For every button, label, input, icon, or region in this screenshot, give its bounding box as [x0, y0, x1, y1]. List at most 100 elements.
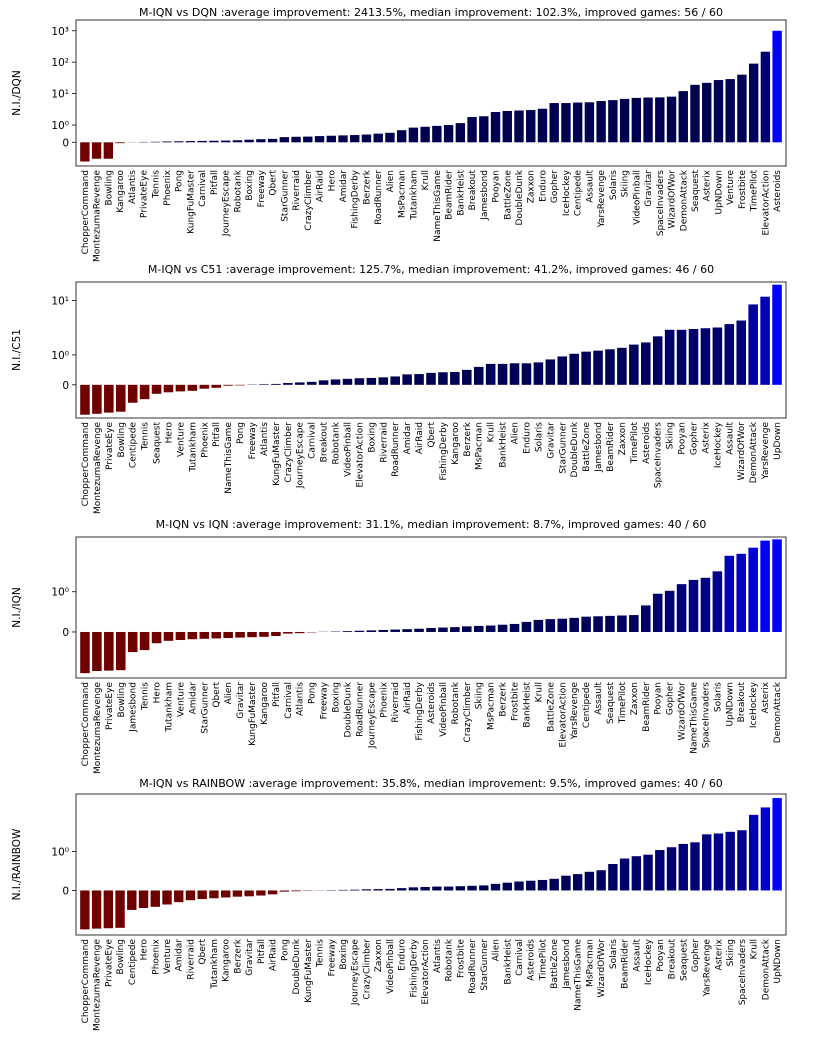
x-tick-label: Freeway	[257, 169, 267, 207]
x-tick-label: UpNDown	[714, 170, 724, 215]
bar	[545, 619, 556, 632]
bar	[462, 626, 472, 632]
x-tick-label: Venture	[176, 422, 186, 457]
bar	[572, 102, 583, 143]
bar	[467, 117, 477, 143]
bar	[420, 126, 430, 143]
bar	[748, 814, 759, 891]
bar	[220, 140, 231, 143]
bar	[408, 887, 419, 891]
bar	[561, 103, 571, 143]
bar	[92, 384, 102, 414]
bar	[138, 890, 149, 908]
x-tick-label: Amidar	[339, 170, 349, 203]
x-tick-label: DemonAttack	[749, 421, 759, 483]
x-tick-label: Zaxxon	[527, 170, 537, 203]
x-tick-label: Freeway	[248, 421, 258, 459]
x-tick-label: YarsRevenge	[570, 682, 580, 741]
x-tick-label: Pooyan	[656, 939, 666, 972]
x-tick-label: Breakout	[468, 170, 478, 211]
x-tick-label: Gravitar	[245, 939, 255, 976]
bar	[497, 624, 508, 632]
bar	[294, 631, 305, 634]
x-tick-label: BattleZone	[546, 682, 556, 732]
x-tick-label: YarsRevenge	[761, 422, 771, 481]
bar	[256, 890, 266, 896]
bar	[291, 136, 301, 143]
bar	[139, 384, 150, 400]
x-tick-label: Atlantis	[296, 682, 306, 716]
x-tick-label: MsPacman	[475, 422, 485, 470]
bar	[414, 628, 424, 632]
bar	[361, 134, 372, 143]
bar	[199, 384, 210, 389]
x-tick-label: MontezumaRevenge	[93, 682, 103, 774]
x-tick-label: Frostbite	[456, 939, 466, 978]
bar	[378, 377, 389, 385]
x-tick-label: Solaris	[609, 170, 619, 200]
bar	[162, 141, 172, 143]
x-tick-label: Pitfall	[210, 170, 220, 195]
x-tick-label: JourneyEscape	[351, 939, 361, 1007]
y-tick-label: 10³	[51, 26, 69, 38]
bar	[223, 631, 233, 639]
x-tick-label: Robotank	[332, 421, 342, 464]
x-tick-label: Bowling	[117, 682, 127, 717]
x-tick-label: Bowling	[104, 170, 114, 205]
x-tick-label: Venture	[176, 682, 186, 717]
bar	[760, 51, 771, 143]
x-tick-label: DemonAttack	[761, 938, 771, 1000]
x-tick-label: Freeway	[320, 681, 330, 719]
bar	[267, 890, 278, 895]
bar	[438, 372, 448, 385]
bar	[244, 890, 254, 897]
bar	[605, 615, 615, 632]
y-axis-label: N.I./IQN	[11, 587, 23, 627]
x-tick-label: Alien	[386, 170, 396, 192]
bar	[724, 555, 735, 632]
bar	[279, 890, 290, 892]
x-tick-label: ElevatorAction	[761, 170, 771, 236]
bar	[526, 110, 536, 143]
bar	[283, 383, 293, 385]
bar	[652, 593, 663, 632]
bar	[390, 376, 400, 385]
x-tick-label: Pitfall	[212, 422, 222, 447]
bar	[390, 629, 400, 632]
x-tick-label: MsPacman	[398, 170, 408, 218]
x-tick-label: Solaris	[713, 682, 723, 712]
x-tick-label: BattleZone	[550, 939, 560, 989]
bar	[450, 371, 460, 385]
x-tick-label: Frostbite	[738, 170, 748, 209]
bar	[104, 384, 114, 413]
x-tick-label: Breakout	[737, 682, 747, 723]
bar	[724, 324, 735, 385]
x-tick-label: Zaxxon	[374, 939, 384, 972]
bar	[569, 617, 579, 632]
bar	[760, 807, 771, 891]
bar	[631, 97, 642, 143]
x-tick-label: Centipede	[582, 682, 592, 729]
x-tick-label: Assault	[585, 170, 595, 203]
x-tick-label: IceHockey	[644, 938, 654, 985]
bar	[354, 378, 365, 385]
x-tick-label: Krull	[421, 170, 431, 190]
bar	[549, 103, 559, 143]
x-tick-label: StarGunner	[280, 170, 290, 222]
bar	[688, 329, 699, 385]
y-axis-label: N.I./DQN	[11, 70, 23, 115]
bar	[342, 631, 353, 632]
x-tick-label: Frostbite	[511, 682, 521, 721]
x-tick-label: BankHeist	[499, 422, 509, 468]
x-tick-label: TimePilot	[630, 422, 640, 465]
bar	[581, 351, 591, 385]
x-tick-label: Carnival	[198, 170, 208, 207]
bar	[712, 327, 723, 385]
bar	[115, 384, 126, 412]
bar	[557, 618, 568, 632]
bar	[678, 91, 688, 143]
x-tick-label: TimePilot	[538, 939, 548, 982]
x-tick-label: Assault	[632, 939, 642, 972]
bar	[187, 384, 198, 391]
